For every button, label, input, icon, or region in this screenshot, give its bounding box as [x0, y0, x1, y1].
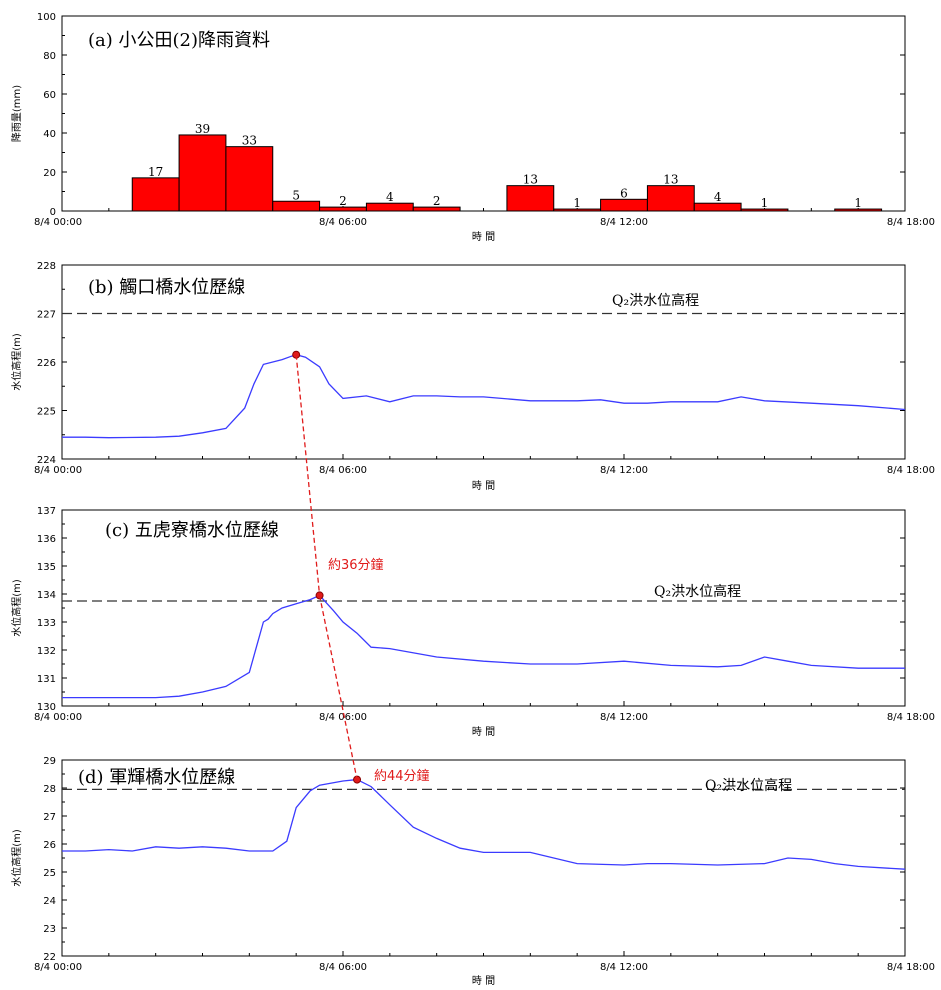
x-tick-label: 8/4 12:00 — [600, 712, 648, 723]
x-tick-label: 8/4 18:00 — [887, 217, 935, 228]
y-tick-label: 80 — [43, 51, 56, 62]
q2-threshold-label: Q₂洪水位高程 — [705, 777, 792, 794]
x-tick-label: 8/4 00:00 — [34, 217, 82, 228]
y-tick-label: 0 — [50, 207, 56, 218]
x-tick-label: 8/4 06:00 — [319, 962, 367, 973]
y-tick-label: 226 — [37, 358, 56, 369]
y-tick-label: 26 — [43, 840, 56, 851]
y-axis-label: 水位高程(m) — [10, 333, 23, 391]
y-tick-label: 132 — [37, 646, 56, 657]
rainfall-chart: 0 20 40 60 80 100 8/4 00:00 8/4 06:00 8/4 12:00 8… — [10, 12, 935, 243]
y-tick-label: 130 — [37, 702, 56, 713]
x-tick-label: 8/4 06:00 — [319, 217, 367, 228]
peak-connector-lines — [295, 354, 358, 780]
peak-connector-line — [295, 354, 321, 596]
chart-title: (a) 小公田(2)降雨資料 — [88, 30, 270, 51]
water-level-line — [62, 354, 906, 439]
q2-threshold-label: Q₂洪水位高程 — [654, 583, 741, 600]
y-tick-label: 135 — [37, 562, 56, 573]
water-level-chart-c: 130 131 132 133 134 135 136 137 8/4 00:00 8/4 06:… — [10, 506, 935, 738]
y-tick-label: 25 — [43, 868, 56, 879]
x-axis-label: 時 間 — [472, 231, 495, 243]
rain-bar — [600, 198, 648, 212]
rain-bar — [365, 202, 414, 212]
y-tick-label: 133 — [37, 618, 56, 629]
y-tick-label: 136 — [37, 534, 56, 545]
rain-bar — [834, 208, 883, 212]
bar-value-label: 4 — [714, 190, 722, 204]
y-tick-label: 100 — [37, 12, 56, 23]
y-tick-label: 20 — [43, 168, 56, 179]
y-tick-label: 22 — [43, 952, 56, 963]
chart-title: (b) 觸口橋水位歷線 — [88, 277, 245, 298]
x-tick-label: 8/4 18:00 — [887, 712, 935, 723]
y-tick-label: 28 — [43, 784, 56, 795]
rain-bar — [693, 202, 742, 212]
bar-value-label: 2 — [339, 194, 347, 208]
bar-value-label: 17 — [148, 165, 163, 179]
bar-value-label: 6 — [620, 186, 628, 200]
y-tick-label: 60 — [43, 90, 56, 101]
x-tick-label: 8/4 00:00 — [34, 465, 82, 476]
x-tick-label: 8/4 18:00 — [887, 465, 935, 476]
water-level-line — [62, 778, 906, 870]
y-tick-label: 24 — [43, 896, 56, 907]
x-axis-label: 時 間 — [472, 726, 495, 738]
x-tick-label: 8/4 12:00 — [600, 962, 648, 973]
x-tick-label: 8/4 12:00 — [600, 217, 648, 228]
y-tick-label: 40 — [43, 129, 56, 140]
rain-bar — [131, 177, 180, 212]
bar-value-label: 2 — [433, 194, 441, 208]
bar-value-label: 1 — [761, 196, 769, 210]
rain-bar — [225, 146, 274, 212]
lag-time-label: 約44分鐘 — [374, 768, 430, 784]
chart-title: (c) 五虎寮橋水位歷線 — [105, 520, 279, 541]
x-tick-label: 8/4 06:00 — [319, 712, 367, 723]
rain-bar — [272, 200, 321, 212]
y-tick-label: 131 — [37, 674, 56, 685]
rain-bar — [646, 185, 695, 212]
y-tick-label: 137 — [37, 506, 56, 517]
y-axis-label: 水位高程(m) — [10, 579, 23, 637]
y-tick-label: 23 — [43, 924, 56, 935]
water-level-chart-b: 224 225 226 227 228 8/4 00:00 8/4 06:00 8/4 12:… — [10, 261, 935, 492]
rain-bar — [412, 206, 461, 212]
x-tick-label: 8/4 00:00 — [34, 962, 82, 973]
x-tick-label: 8/4 18:00 — [887, 962, 935, 973]
lag-time-label: 約36分鐘 — [328, 557, 384, 573]
y-tick-label: 134 — [37, 590, 56, 601]
x-axis-label: 時 間 — [472, 480, 495, 492]
bar-value-label: 1 — [854, 196, 862, 210]
bar-value-label: 13 — [523, 173, 538, 187]
bar-value-label: 13 — [663, 173, 678, 187]
peak-connector-line — [318, 595, 358, 780]
q2-threshold-label: Q₂洪水位高程 — [612, 292, 699, 309]
y-tick-label: 27 — [43, 812, 56, 823]
x-axis-label: 時 間 — [472, 975, 495, 987]
bar-value-label: 33 — [242, 134, 257, 148]
y-tick-label: 29 — [43, 756, 56, 767]
x-tick-label: 8/4 06:00 — [319, 465, 367, 476]
x-tick-label: 8/4 00:00 — [34, 712, 82, 723]
y-axis-label: 降雨量(mm) — [10, 85, 23, 142]
y-tick-label: 224 — [37, 455, 56, 466]
rain-bar — [740, 208, 789, 212]
x-tick-label: 8/4 12:00 — [600, 465, 648, 476]
y-tick-label: 228 — [37, 261, 56, 272]
water-level-chart-d: 22 23 24 25 26 27 28 29 8/4 00:00 8/4 06:00 8/4 12… — [10, 756, 935, 987]
y-tick-label: 227 — [37, 310, 56, 321]
bar-value-label: 5 — [292, 188, 300, 202]
rain-bar — [506, 185, 555, 212]
y-tick-label: 225 — [37, 407, 56, 418]
bar-value-label: 39 — [195, 122, 210, 136]
bar-value-label: 4 — [386, 190, 394, 204]
water-level-line — [62, 594, 905, 699]
y-axis-label: 水位高程(m) — [10, 829, 23, 887]
bar-value-label: 1 — [573, 196, 581, 210]
chart-title: (d) 軍輝橋水位歷線 — [78, 767, 235, 788]
rain-bar — [178, 134, 227, 212]
